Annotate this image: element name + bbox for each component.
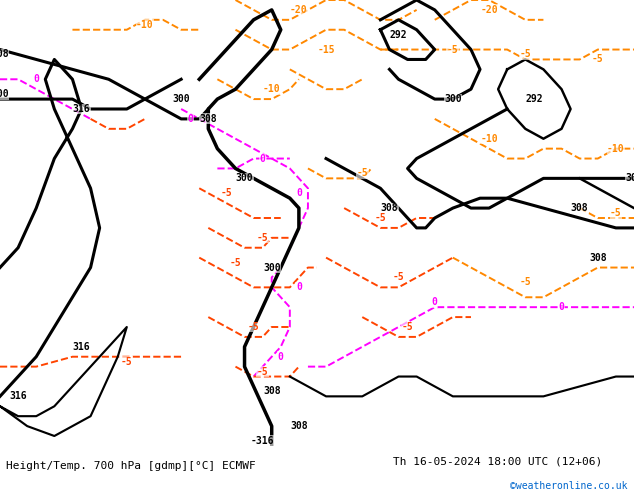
Text: 0: 0 (278, 352, 283, 362)
Text: 300: 300 (0, 89, 9, 99)
Text: -5: -5 (257, 367, 269, 377)
Text: ©weatheronline.co.uk: ©weatheronline.co.uk (510, 481, 628, 490)
Text: 0: 0 (559, 302, 564, 312)
Text: -20: -20 (481, 5, 498, 15)
Text: Height/Temp. 700 hPa [gdmp][°C] ECMWF: Height/Temp. 700 hPa [gdmp][°C] ECMWF (6, 461, 256, 471)
Text: 316: 316 (73, 342, 90, 352)
Text: 300: 300 (625, 173, 634, 183)
Text: -5: -5 (610, 208, 622, 218)
Text: -5: -5 (592, 54, 604, 65)
Text: -15: -15 (317, 45, 335, 54)
Text: -5: -5 (519, 49, 531, 59)
Text: -20: -20 (290, 5, 307, 15)
Text: 0: 0 (187, 114, 193, 124)
Text: 300: 300 (236, 173, 254, 183)
Text: -10: -10 (607, 144, 624, 154)
Text: -10: -10 (136, 20, 153, 30)
Text: -5: -5 (519, 277, 531, 288)
Text: 300: 300 (444, 94, 462, 104)
Text: 308: 308 (380, 203, 398, 213)
Text: -5: -5 (402, 322, 413, 332)
Text: 316: 316 (10, 392, 27, 401)
Text: -10: -10 (481, 134, 498, 144)
Text: 308: 308 (589, 253, 607, 263)
Text: 300: 300 (172, 94, 190, 104)
Text: 0: 0 (260, 153, 266, 164)
Text: -316: -316 (251, 436, 275, 446)
Text: 308: 308 (571, 203, 588, 213)
Text: 0: 0 (432, 297, 437, 307)
Text: 0: 0 (296, 188, 302, 198)
Text: 300: 300 (263, 263, 280, 272)
Text: -5: -5 (248, 322, 259, 332)
Text: 308: 308 (290, 421, 307, 431)
Text: Th 16-05-2024 18:00 UTC (12+06): Th 16-05-2024 18:00 UTC (12+06) (393, 456, 602, 466)
Text: 316: 316 (73, 104, 90, 114)
Text: 0: 0 (34, 74, 39, 84)
Text: -5: -5 (447, 45, 459, 54)
Text: 292: 292 (526, 94, 543, 104)
Text: -5: -5 (121, 357, 133, 367)
Text: -5: -5 (257, 233, 269, 243)
Text: 308: 308 (200, 114, 217, 124)
Text: -5: -5 (392, 272, 404, 282)
Text: -5: -5 (356, 169, 368, 178)
Text: 0: 0 (296, 282, 302, 293)
Text: 308: 308 (263, 387, 280, 396)
Text: 308: 308 (0, 49, 9, 59)
Text: -5: -5 (375, 213, 386, 223)
Text: -5: -5 (221, 188, 232, 198)
Text: -10: -10 (263, 84, 280, 94)
Text: -5: -5 (230, 258, 242, 268)
Text: 292: 292 (390, 30, 407, 40)
